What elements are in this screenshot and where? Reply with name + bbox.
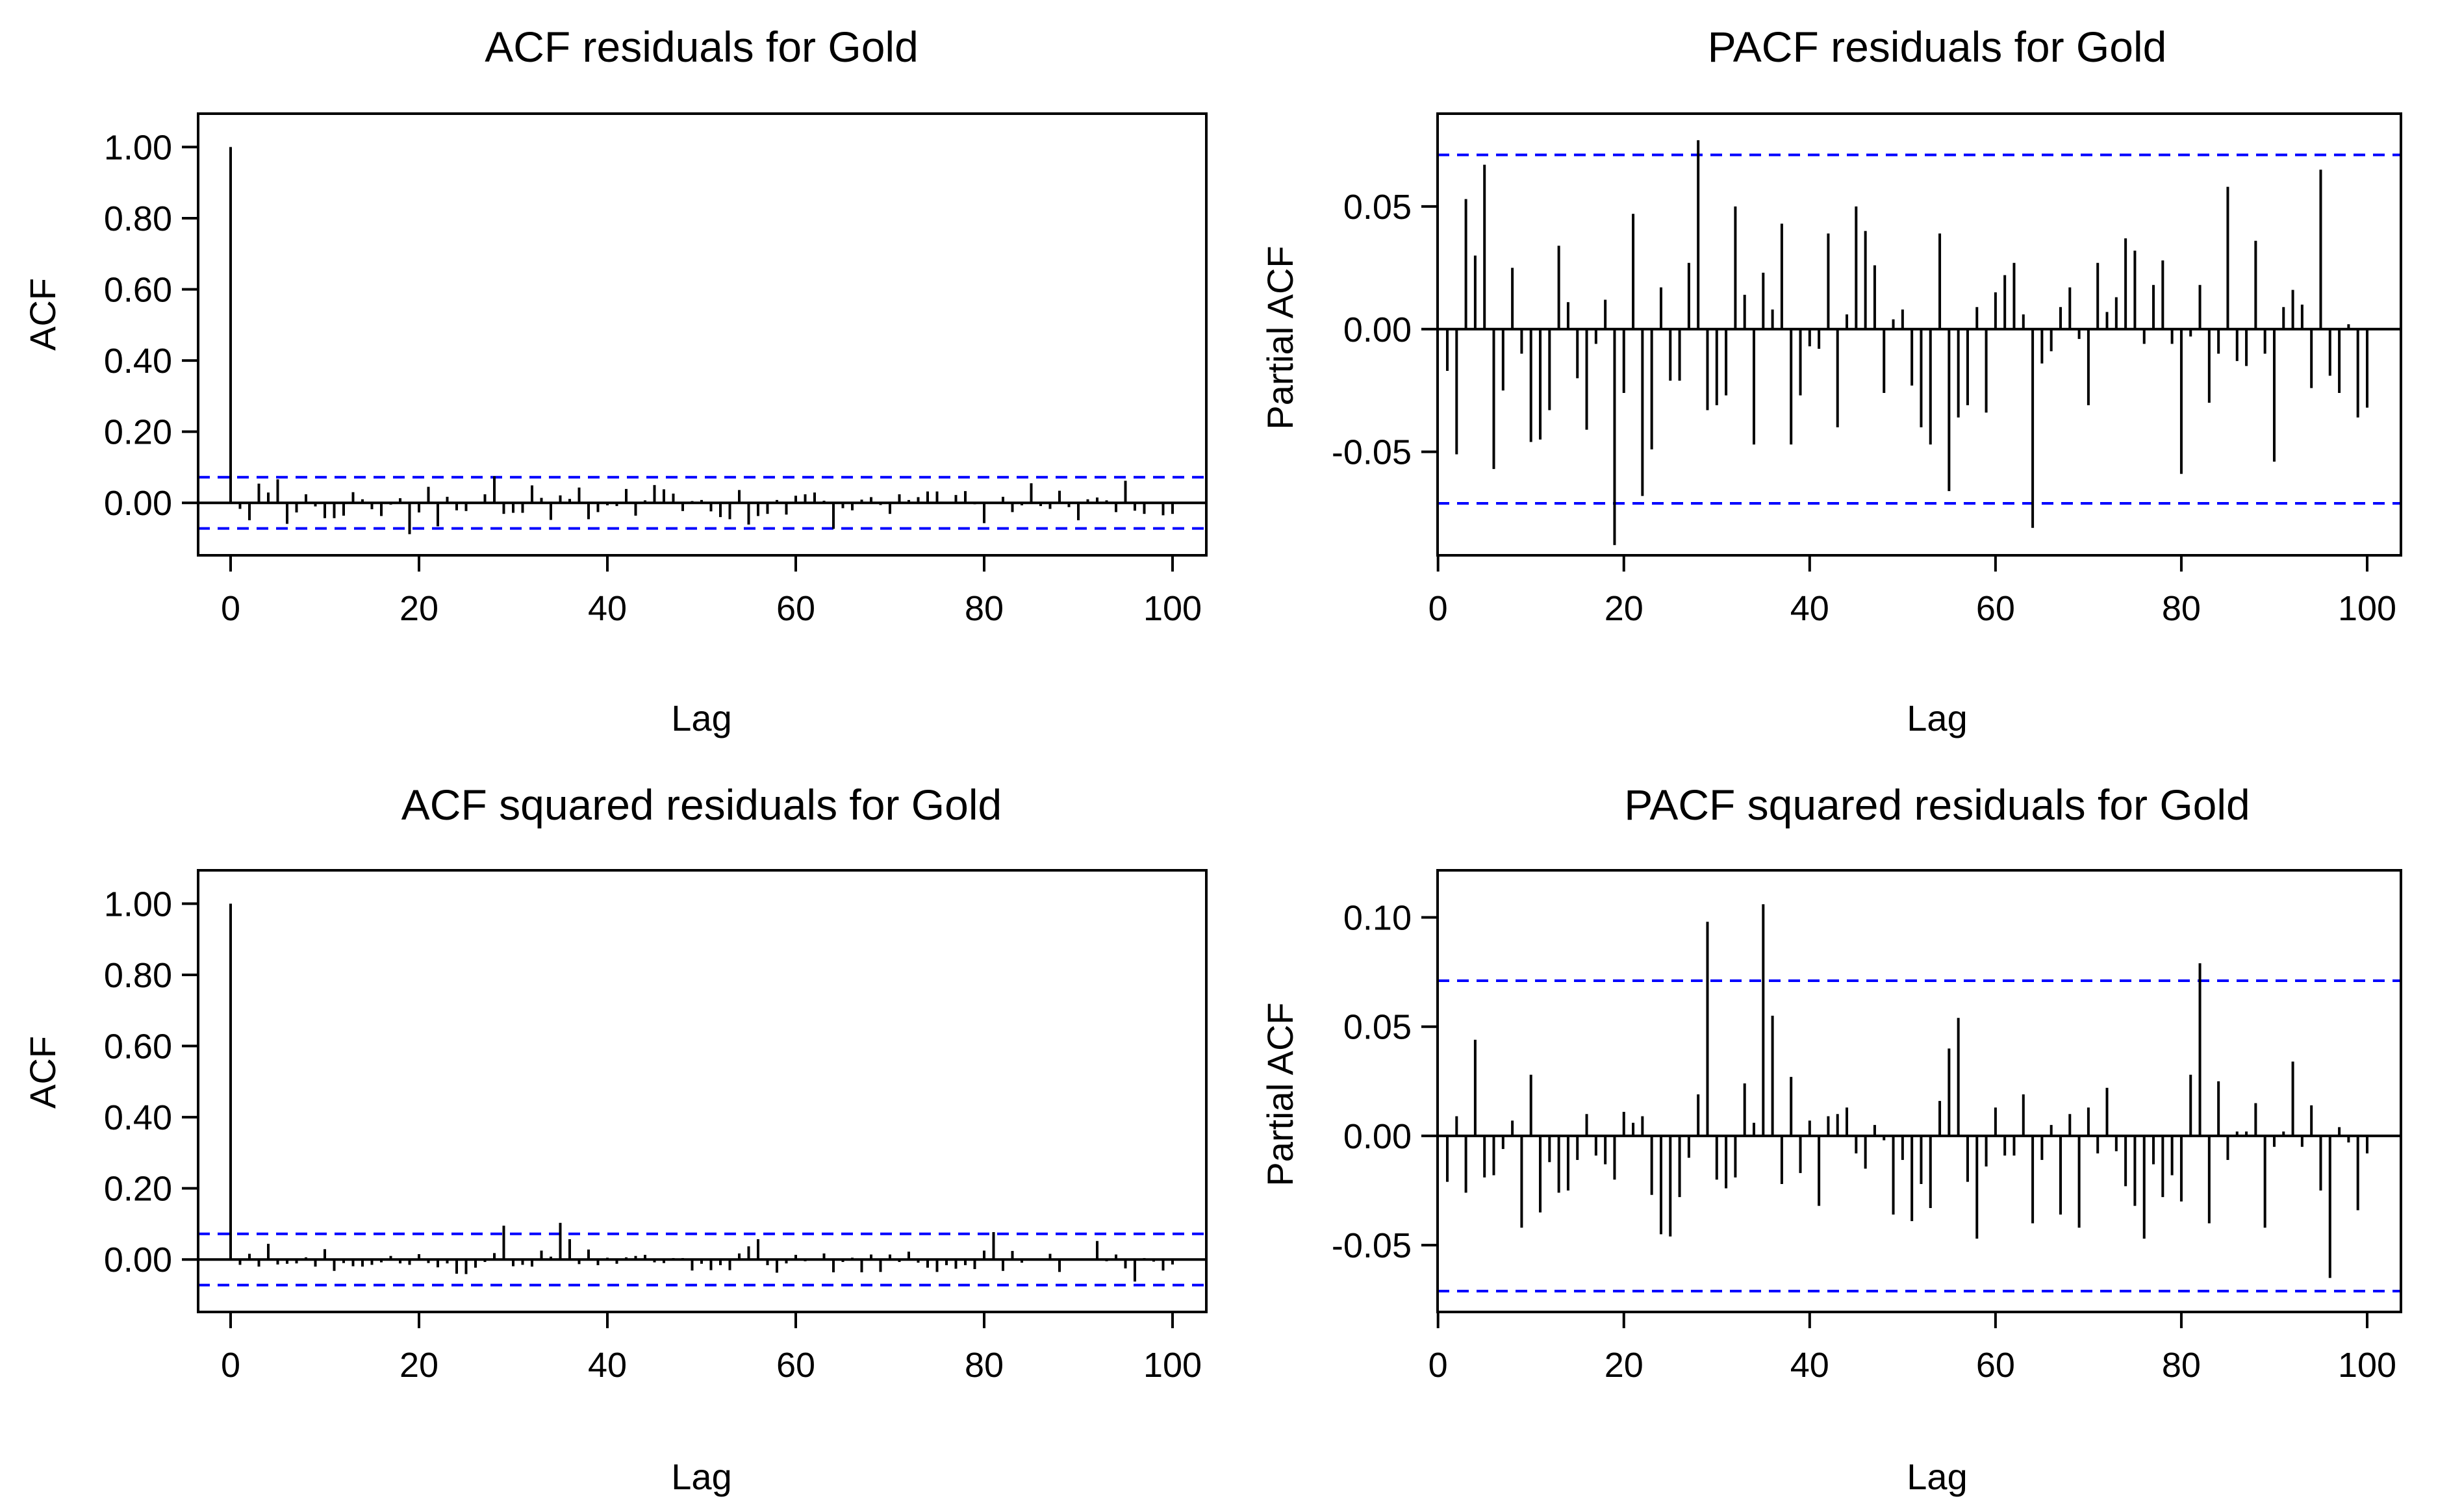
panel-title: PACF residuals for Gold xyxy=(1708,23,2167,71)
x-tick-label: 100 xyxy=(1143,1346,1202,1385)
x-axis-label: Lag xyxy=(1907,698,1967,738)
y-tick-label: 0.60 xyxy=(104,271,172,310)
x-axis-label: Lag xyxy=(671,1456,731,1497)
plot-area xyxy=(1436,112,2402,557)
x-tick-label: 60 xyxy=(1976,589,2015,628)
x-tick-label: 40 xyxy=(1790,589,1829,628)
y-tick-label: 0.60 xyxy=(104,1027,172,1066)
y-tick-label: 1.00 xyxy=(104,885,172,924)
panel-acf-squared-residuals: ACF squared residuals for Gold ACF Lag 0… xyxy=(22,781,1208,1497)
x-axis-label: Lag xyxy=(671,698,731,738)
x-tick-label: 60 xyxy=(776,589,815,628)
x-tick-label: 20 xyxy=(400,589,438,628)
y-tick-label: 0.00 xyxy=(1343,310,1412,349)
x-tick-label: 0 xyxy=(1428,589,1448,628)
y-tick-label: 0.40 xyxy=(104,342,172,381)
plot-area xyxy=(197,869,1208,1313)
plot-area xyxy=(197,112,1208,557)
y-tick-label: 0.00 xyxy=(104,484,172,523)
panel-acf-residuals: ACF residuals for Gold ACF Lag 0 20 40 60 80… xyxy=(22,23,1208,738)
y-tick-label: 0.20 xyxy=(104,413,172,452)
y-tick-label: 0.40 xyxy=(104,1098,172,1137)
plot-area xyxy=(1436,869,2402,1313)
y-tick-label: 0.20 xyxy=(104,1170,172,1209)
x-tick-label: 60 xyxy=(776,1346,815,1385)
panel-pacf-squared-residuals: PACF squared residuals for Gold Partial … xyxy=(1260,781,2402,1497)
y-tick-label: 0.05 xyxy=(1343,1008,1412,1047)
y-tick-label: 1.00 xyxy=(104,128,172,167)
x-tick-label: 0 xyxy=(1428,1346,1448,1385)
x-tick-label: 60 xyxy=(1976,1346,2015,1385)
y-tick-label: -0.05 xyxy=(1332,1226,1412,1265)
y-axis-label: Partial ACF xyxy=(1260,246,1301,429)
x-tick-label: 40 xyxy=(1790,1346,1829,1385)
y-axis-label: Partial ACF xyxy=(1260,1002,1301,1186)
panel-title: PACF squared residuals for Gold xyxy=(1624,781,2250,829)
x-tick-label: 20 xyxy=(400,1346,438,1385)
y-tick-label: 0.00 xyxy=(104,1241,172,1279)
y-tick-label: 0.00 xyxy=(1343,1117,1412,1156)
x-tick-label: 80 xyxy=(2162,589,2201,628)
x-tick-label: 80 xyxy=(2162,1346,2201,1385)
y-axis-label: ACF xyxy=(22,278,63,351)
panel-pacf-residuals: PACF residuals for Gold Partial ACF Lag … xyxy=(1260,23,2402,738)
x-tick-label: 80 xyxy=(965,1346,1004,1385)
x-tick-label: 0 xyxy=(221,589,240,628)
x-tick-label: 80 xyxy=(965,589,1004,628)
x-tick-label: 40 xyxy=(588,589,627,628)
x-tick-label: 20 xyxy=(1605,1346,1643,1385)
x-tick-label: 20 xyxy=(1605,589,1643,628)
x-tick-label: 100 xyxy=(1143,589,1202,628)
x-axis-label: Lag xyxy=(1907,1456,1967,1497)
y-axis-label: ACF xyxy=(22,1036,63,1109)
panel-title: ACF squared residuals for Gold xyxy=(401,781,1002,829)
x-tick-label: 40 xyxy=(588,1346,627,1385)
y-tick-label: 0.80 xyxy=(104,956,172,995)
y-tick-label: -0.05 xyxy=(1332,433,1412,472)
y-tick-label: 0.10 xyxy=(1343,898,1412,937)
y-tick-label: 0.05 xyxy=(1343,188,1412,227)
x-tick-label: 0 xyxy=(221,1346,240,1385)
y-tick-label: 0.80 xyxy=(104,199,172,238)
x-tick-label: 100 xyxy=(2338,1346,2396,1385)
x-tick-label: 100 xyxy=(2338,589,2396,628)
panel-title: ACF residuals for Gold xyxy=(485,23,919,71)
